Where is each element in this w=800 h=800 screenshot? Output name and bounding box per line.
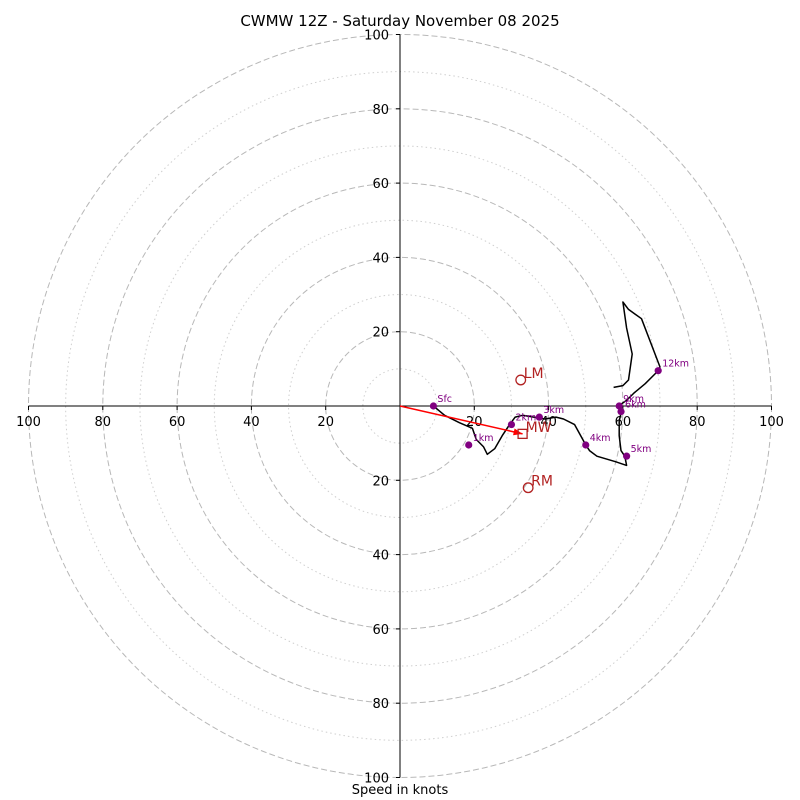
mean-wind-vector (399, 405, 523, 436)
height-marker-6km (617, 407, 625, 416)
height-marker-12km (654, 367, 662, 375)
y-tick-label: 100 (364, 29, 389, 44)
y-tick-label: 40 (372, 549, 389, 564)
wind-trace (432, 301, 661, 467)
x-tick-label: 100 (16, 415, 41, 430)
height-label-Sfc: Sfc (437, 394, 452, 405)
x-tick-label: 100 (759, 415, 784, 430)
y-tick-label: 80 (372, 103, 389, 118)
height-label-3km: 3km (543, 405, 564, 416)
storm-motions: LM RM MW (515, 366, 553, 494)
motion-marker-RM (522, 482, 534, 494)
height-label-4km: 4km (590, 433, 611, 444)
height-marker-2km (507, 420, 516, 429)
y-tick-label: 40 (372, 251, 389, 266)
x-tick-label: 60 (615, 415, 632, 430)
x-tick-label: 40 (243, 415, 260, 430)
motion-marker-MW (517, 428, 528, 440)
height-marker-1km (465, 441, 473, 449)
height-marker-5km (623, 452, 631, 460)
motion-marker-LM (515, 374, 527, 386)
height-label-5km: 5km (631, 444, 652, 455)
tick-labels: 1008060402020406080100100806040202040608… (16, 29, 784, 787)
height-marker-9km (615, 402, 623, 410)
x-tick-label: 80 (95, 415, 112, 430)
y-tick-label: 20 (372, 326, 389, 341)
x-axis-label: Speed in knots (351, 783, 449, 798)
height-label-2km: 2km (515, 413, 536, 424)
chart-title: CWMW 12Z - Saturday November 08 2025 (240, 12, 560, 30)
hodograph-trace (432, 301, 661, 467)
mean-wind-arrow-shaft (399, 405, 523, 435)
x-tick-label: 80 (689, 415, 706, 430)
height-marker-3km (535, 413, 543, 421)
motion-label-RM: RM (531, 474, 553, 490)
y-tick-label: 60 (372, 623, 389, 638)
height-marker-4km (582, 441, 590, 449)
motion-label-LM: LM (524, 366, 544, 382)
x-tick-label: 60 (169, 415, 186, 430)
y-tick-label: 60 (372, 177, 389, 192)
motion-label-MW: MW (526, 420, 552, 436)
y-tick-label: 20 (372, 474, 389, 489)
height-label-12km: 12km (662, 359, 689, 370)
height-label-6km: 6km (625, 400, 646, 411)
height-marker-Sfc (429, 402, 438, 410)
height-label-9km: 9km (623, 394, 644, 405)
y-tick-label: 80 (372, 697, 389, 712)
height-label-1km: 1km (473, 433, 494, 444)
y-tick-label: 100 (364, 772, 389, 787)
x-tick-label: 20 (317, 415, 334, 430)
